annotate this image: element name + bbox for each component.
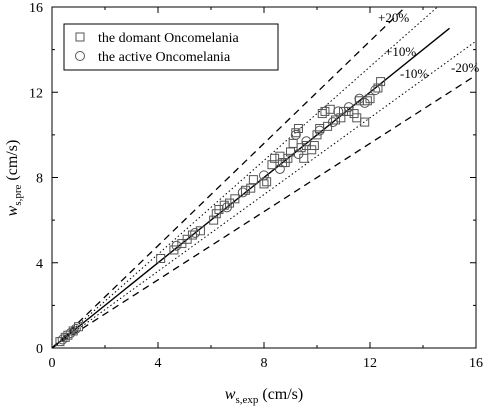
point-domant-36 bbox=[309, 141, 319, 151]
point-active-0 bbox=[57, 334, 68, 345]
point-domant-11 bbox=[209, 215, 219, 225]
legend-box bbox=[63, 23, 279, 71]
point-active-5 bbox=[221, 202, 232, 213]
legend: the domant Oncomelania the active Oncome… bbox=[63, 23, 279, 71]
point-active-8 bbox=[274, 163, 285, 174]
reference-line-plus10pct bbox=[51, 6, 438, 349]
y-tick-label-4: 4 bbox=[36, 257, 43, 272]
y-tick-label-8: 8 bbox=[36, 172, 43, 187]
point-active-14 bbox=[333, 106, 344, 117]
point-active-12 bbox=[314, 125, 325, 136]
point-domant-10 bbox=[195, 226, 205, 236]
legend-marker-circle bbox=[75, 51, 85, 61]
point-domant-20 bbox=[259, 179, 269, 189]
x-tick-label-0: 0 bbox=[49, 356, 56, 371]
point-domant-19 bbox=[248, 175, 258, 185]
annotation-minus20pct: -20% bbox=[451, 60, 479, 75]
y-tick-label-0: 0 bbox=[36, 342, 43, 357]
x-tick-label-16: 16 bbox=[469, 356, 483, 371]
point-active-17 bbox=[359, 97, 370, 108]
point-active-11 bbox=[301, 136, 312, 147]
axis-ticks: 0 4 8 12 16 0 4 8 12 16 bbox=[29, 1, 483, 371]
point-active-7 bbox=[259, 170, 269, 181]
point-domant-22 bbox=[267, 160, 277, 170]
point-active-4 bbox=[190, 227, 201, 238]
point-domant-39 bbox=[317, 109, 327, 119]
y-axis-label: ws,pre (cm/s) bbox=[4, 140, 24, 217]
point-domant-44 bbox=[336, 113, 346, 123]
legend-marker-square bbox=[75, 32, 85, 42]
point-domant-32 bbox=[296, 143, 306, 153]
point-domant-53 bbox=[373, 83, 383, 93]
reference-line-minus20pct bbox=[51, 74, 477, 349]
point-active-9 bbox=[290, 129, 301, 140]
reference-line-plus20pct bbox=[51, 7, 405, 349]
annotation-minus10pct: -10% bbox=[400, 66, 428, 81]
point-active-10 bbox=[293, 149, 304, 160]
x-axis-label: ws,exp (cm/s) bbox=[225, 386, 303, 406]
data-points bbox=[55, 77, 386, 347]
reference-lines bbox=[51, 6, 477, 349]
y-tick-label-12: 12 bbox=[29, 86, 43, 101]
point-domant-14 bbox=[219, 200, 229, 210]
point-domant-17 bbox=[240, 185, 250, 195]
point-domant-16 bbox=[230, 194, 240, 204]
annotation-plus10pct: +10% bbox=[385, 44, 416, 59]
point-domant-42 bbox=[325, 104, 335, 114]
reference-line-identity bbox=[51, 27, 450, 349]
point-active-18 bbox=[370, 85, 381, 96]
point-active-2 bbox=[70, 323, 81, 334]
annotation-plus20pct: +20% bbox=[378, 10, 409, 25]
legend-label-active: the active Oncomelania bbox=[98, 50, 231, 65]
point-domant-54 bbox=[376, 77, 386, 87]
legend-label-domant: the domant Oncomelania bbox=[98, 31, 240, 46]
point-active-15 bbox=[343, 102, 354, 113]
point-domant-29 bbox=[288, 138, 298, 148]
point-domant-4 bbox=[74, 322, 83, 332]
point-active-6 bbox=[237, 187, 248, 198]
point-active-3 bbox=[171, 240, 182, 251]
x-tick-label-4: 4 bbox=[155, 356, 162, 371]
point-domant-18 bbox=[246, 183, 256, 193]
x-tick-label-12: 12 bbox=[363, 356, 377, 371]
point-domant-50 bbox=[360, 117, 370, 127]
point-domant-43 bbox=[331, 115, 341, 125]
point-domant-40 bbox=[320, 106, 330, 116]
point-domant-31 bbox=[293, 123, 303, 133]
y-tick-label-16: 16 bbox=[29, 1, 43, 16]
point-domant-5 bbox=[156, 253, 166, 263]
x-tick-label-8: 8 bbox=[261, 356, 268, 371]
point-domant-27 bbox=[280, 158, 290, 168]
point-active-13 bbox=[327, 117, 338, 128]
reference-line-labels: +10% -10% +20% -20% bbox=[378, 10, 479, 81]
point-domant-46 bbox=[344, 106, 354, 116]
point-domant-21 bbox=[262, 177, 272, 187]
reference-line-minus10pct bbox=[51, 40, 477, 349]
